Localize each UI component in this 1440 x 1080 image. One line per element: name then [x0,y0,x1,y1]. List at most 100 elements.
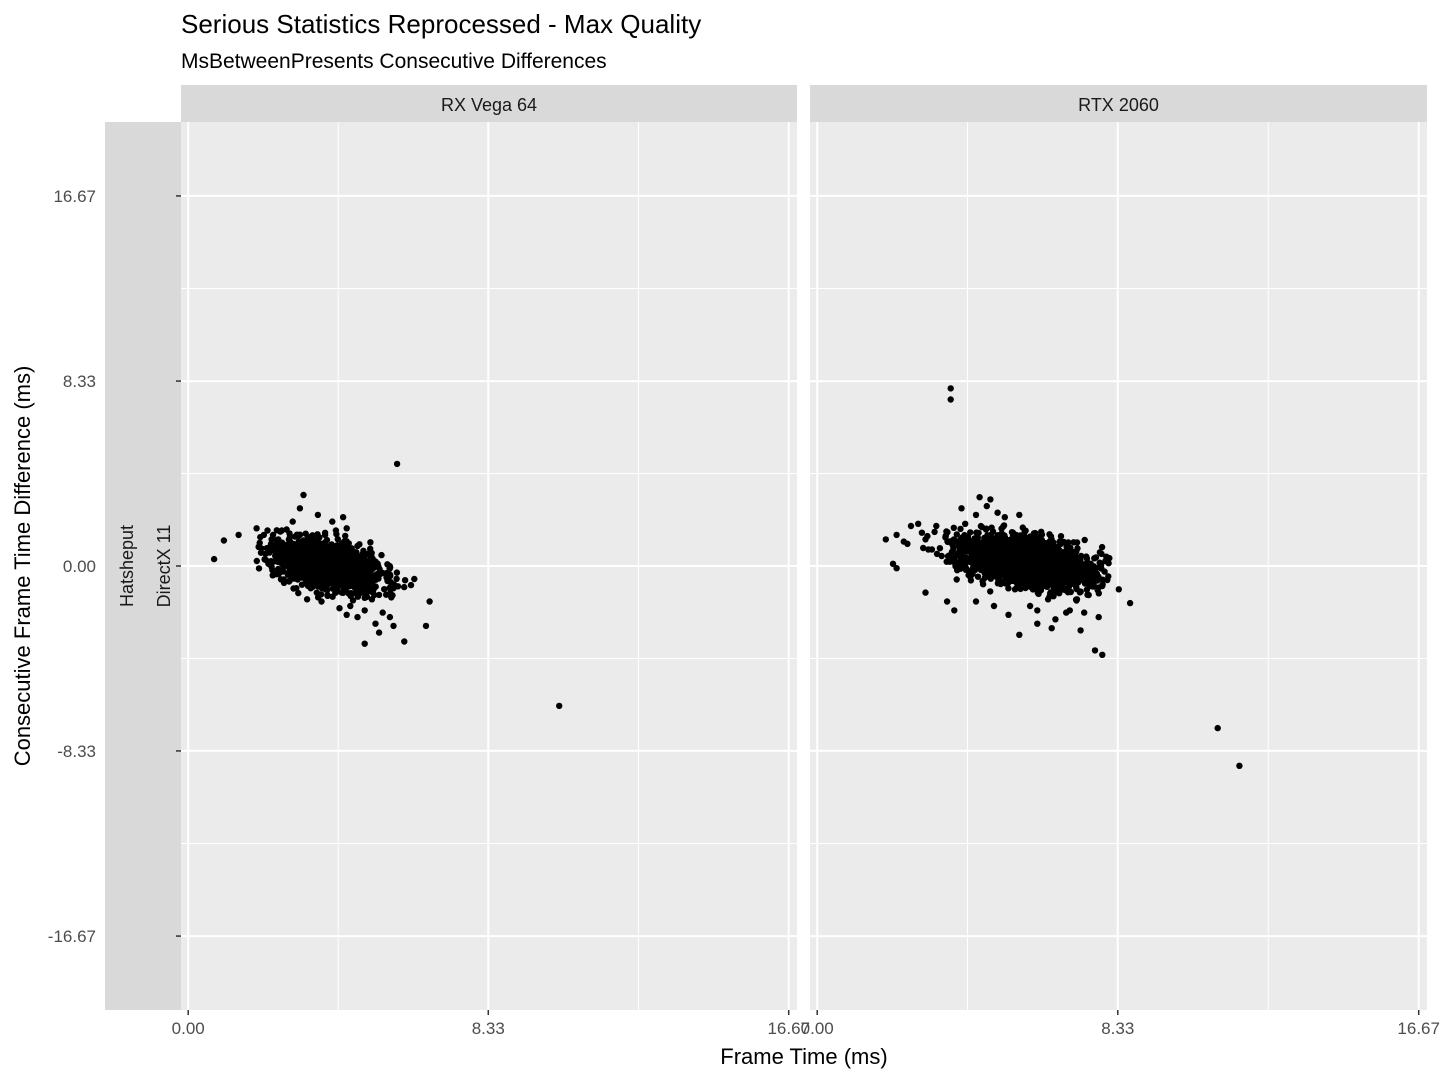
data-point [401,638,408,645]
data-point [1067,588,1075,596]
data-point [987,588,994,595]
data-point [255,565,263,572]
data-point [1089,575,1096,582]
data-point [321,568,328,576]
data-point [359,571,366,578]
data-point [393,575,400,582]
y-axis-title: Consecutive Frame Time Difference (ms) [10,366,35,767]
data-point [946,554,953,561]
data-point [353,570,360,578]
data-point [372,620,379,627]
data-point [1005,559,1012,566]
data-point [1037,581,1044,588]
data-point [1076,574,1084,582]
data-point [1003,550,1010,557]
data-point [1126,599,1134,607]
data-point [354,542,361,550]
data-point [1025,578,1033,585]
data-point [422,622,430,630]
data-point [1095,613,1102,621]
data-point [1056,563,1063,570]
data-point [1016,631,1023,638]
data-point [258,545,265,552]
data-point [977,541,984,548]
data-point [319,573,327,581]
data-point [1005,611,1012,618]
data-point [1032,529,1039,537]
data-point [338,568,345,575]
x-tick-label: 0.00 [172,1019,205,1038]
data-point [300,560,307,567]
data-point [1034,607,1041,614]
data-point [320,563,328,571]
data-point [1115,586,1123,593]
data-point [1099,582,1106,590]
data-point [253,557,260,565]
y-tick-label: -16.67 [48,927,96,946]
data-point [300,491,307,499]
chart-title: Serious Statistics Reprocessed - Max Qua… [181,9,701,39]
data-point [928,546,936,553]
data-point [304,542,311,550]
data-point [376,566,383,573]
data-point [321,531,329,539]
data-point [335,548,342,555]
data-point [338,558,345,565]
data-point [307,585,314,592]
data-point [329,564,336,571]
y-axis: 16.67 8.33 0.00 -8.33 -16.67 [48,187,181,946]
data-point [401,577,409,584]
data-point [1047,533,1055,540]
cluster-points [920,522,1134,607]
x-tick-label: 8.33 [472,1019,505,1038]
panel-strip-label: RTX 2060 [1078,95,1159,115]
data-point [261,556,268,563]
data-point [267,540,275,547]
data-point [1101,568,1108,575]
data-point [329,558,336,565]
data-point [322,543,329,550]
data-point [1049,579,1056,586]
data-point [974,573,982,580]
data-point [346,554,353,562]
data-point [305,564,312,572]
data-point [1104,576,1111,584]
data-point [1017,558,1025,566]
data-point [987,540,995,548]
data-point [286,533,294,540]
data-point [958,505,965,512]
data-point [378,551,385,559]
data-point [988,524,995,531]
data-point [957,525,964,533]
data-point [1009,574,1016,582]
data-point [1236,762,1243,769]
data-point [1047,589,1054,596]
data-point [949,548,956,555]
data-point [329,553,336,560]
data-point [372,558,379,565]
data-point [358,578,366,586]
data-point [980,547,988,554]
data-point [933,550,941,558]
data-point [1091,647,1099,654]
data-point [1005,585,1012,592]
data-point [1065,583,1073,591]
data-point [972,511,980,519]
data-point [1083,586,1091,593]
data-point [260,531,268,539]
panel-rx-vega-64: RX Vega 64 [181,85,797,1010]
data-point [340,541,347,548]
data-point [987,536,995,543]
data-point [1061,548,1068,556]
data-point [962,543,969,550]
data-point [918,529,926,536]
data-point [347,570,354,577]
data-point [375,591,383,599]
data-point [360,547,367,554]
data-point [1035,567,1042,575]
data-point [1000,558,1007,565]
data-point [972,555,979,562]
data-point [1016,511,1023,519]
data-point [295,589,302,597]
data-point [933,522,940,530]
